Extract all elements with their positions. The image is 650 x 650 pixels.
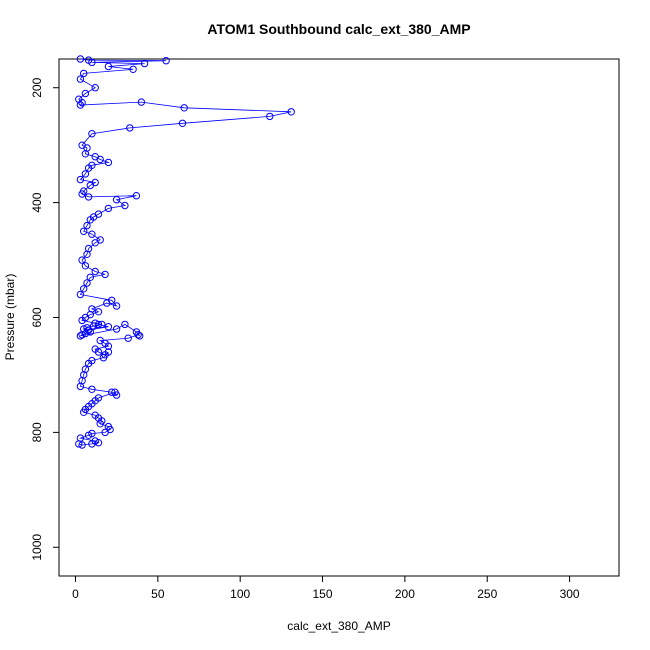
data-point — [104, 348, 113, 356]
x-tick-label: 250 — [477, 587, 497, 601]
data-point — [84, 164, 93, 172]
data-point — [78, 331, 86, 339]
data-point — [104, 342, 113, 350]
data-point — [78, 316, 86, 325]
data-point — [88, 385, 96, 393]
data-point — [81, 89, 90, 98]
data-point — [76, 55, 85, 63]
data-point — [126, 124, 134, 132]
series-line — [78, 58, 292, 446]
data-point — [104, 62, 113, 71]
plot-area — [75, 55, 295, 449]
data-point — [84, 359, 93, 368]
data-point — [94, 308, 103, 316]
data-point — [101, 428, 109, 437]
data-point — [121, 201, 129, 210]
y-tick-label: 200 — [30, 77, 44, 97]
data-point — [86, 273, 95, 281]
data-point — [136, 332, 144, 340]
data-point — [91, 84, 99, 92]
data-point — [124, 334, 132, 342]
data-point — [91, 239, 99, 247]
x-axis: 0 50 100 150 200 250 300 — [72, 575, 580, 601]
data-point — [104, 158, 113, 167]
data-point — [98, 320, 106, 329]
y-tick-label: 1000 — [30, 534, 44, 561]
data-point — [86, 181, 95, 190]
data-point — [81, 262, 90, 270]
data-point — [96, 155, 104, 164]
data-point — [76, 332, 85, 340]
data-point — [99, 354, 108, 362]
data-point — [178, 119, 187, 128]
data-point — [140, 59, 149, 68]
data-point — [137, 98, 146, 106]
data-point — [75, 440, 83, 448]
data-point — [76, 75, 85, 83]
data-point — [121, 320, 129, 329]
data-point — [112, 302, 121, 310]
data-point — [86, 216, 95, 224]
data-point — [81, 170, 90, 178]
data-point — [83, 279, 91, 287]
data-point — [76, 290, 85, 299]
data-point — [134, 331, 142, 339]
x-tick-label: 150 — [313, 587, 333, 601]
data-point — [78, 190, 86, 198]
data-point — [162, 57, 170, 65]
data-point — [104, 204, 113, 213]
data-point — [103, 299, 111, 307]
y-tick-label: 400 — [30, 192, 44, 212]
data-point — [80, 227, 88, 236]
data-point — [76, 175, 85, 184]
data-point — [91, 267, 99, 276]
data-point — [80, 69, 88, 78]
plot-frame — [58, 58, 620, 577]
data-point — [104, 323, 113, 331]
x-tick-label: 50 — [151, 587, 165, 601]
data-point — [94, 320, 103, 329]
x-tick-label: 300 — [560, 587, 580, 601]
data-point — [101, 270, 109, 279]
data-point — [96, 420, 104, 428]
y-tick-label: 800 — [30, 422, 44, 442]
data-point — [80, 285, 88, 293]
data-point — [88, 230, 96, 238]
data-point — [132, 192, 141, 200]
y-axis: 200 400 600 800 1000 — [30, 77, 60, 561]
data-point — [111, 388, 119, 396]
data-point — [287, 108, 295, 116]
data-point — [129, 65, 137, 74]
data-point — [112, 325, 121, 333]
data-point — [88, 440, 96, 448]
y-tick-label: 600 — [30, 307, 44, 327]
data-point — [94, 348, 103, 356]
data-point — [78, 99, 86, 107]
data-point — [180, 104, 188, 112]
data-point — [78, 256, 86, 264]
chart-title: ATOM1 Southbound calc_ext_380_AMP — [207, 21, 470, 37]
data-point — [76, 382, 85, 391]
data-point — [84, 193, 93, 201]
x-axis-label: calc_ext_380_AMP — [287, 619, 390, 633]
x-tick-label: 0 — [72, 587, 79, 601]
data-point — [88, 130, 96, 138]
data-point — [83, 221, 91, 230]
data-point — [78, 441, 86, 449]
data-point — [86, 328, 95, 336]
data-point — [76, 101, 85, 109]
x-tick-label: 100 — [230, 587, 250, 601]
data-point — [88, 58, 96, 67]
data-point — [80, 408, 88, 416]
data-point — [81, 150, 90, 158]
data-point — [112, 196, 121, 204]
data-point — [84, 431, 93, 439]
y-axis-label: Pressure (mbar) — [3, 274, 17, 361]
data-point — [83, 250, 91, 259]
x-tick-label: 200 — [395, 587, 415, 601]
data-point — [266, 112, 274, 121]
data-point — [89, 322, 98, 330]
